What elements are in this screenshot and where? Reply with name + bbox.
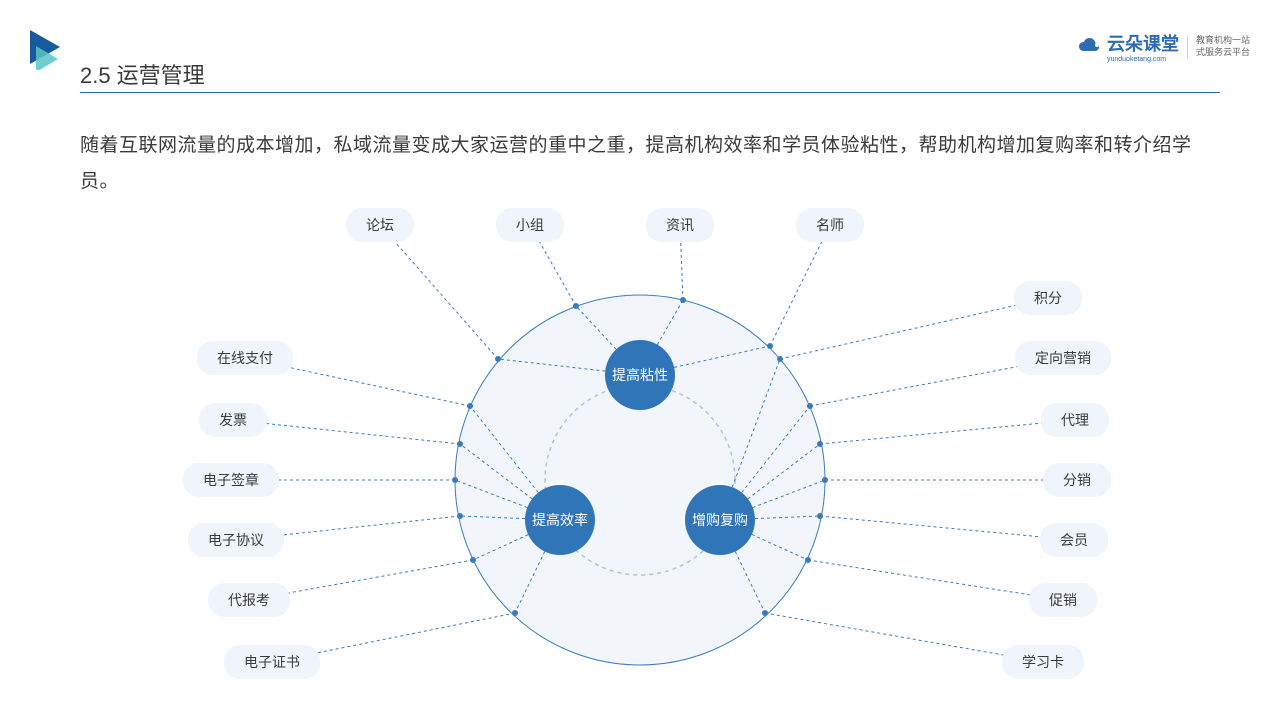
pill-news: 资讯 [646, 208, 714, 242]
pill-points: 积分 [1014, 281, 1082, 315]
logo-domain: yunduoketang.com [1107, 56, 1179, 63]
pill-forum: 论坛 [346, 208, 414, 242]
section-title-text: 运营管理 [117, 63, 205, 88]
pill-pay: 在线支付 [197, 341, 293, 375]
section-title: 2.5运营管理 [80, 58, 1220, 90]
pill-promo: 促销 [1029, 583, 1097, 617]
logo-text: 云朵课堂 [1107, 30, 1179, 56]
hub-sticky: 提高粘性 [605, 340, 675, 410]
corner-play-icon [30, 30, 66, 70]
pill-group: 小组 [496, 208, 564, 242]
logo-separator [1187, 36, 1188, 58]
pill-agent: 代理 [1041, 403, 1109, 437]
hub-repurchase: 增购复购 [685, 485, 755, 555]
pill-esign: 电子签章 [183, 463, 279, 497]
section-number: 2.5 [80, 63, 111, 88]
slide: 2.5运营管理 云朵课堂 yunduoketang.com 教育机构一站 式服务… [0, 0, 1280, 720]
pill-member: 会员 [1040, 523, 1108, 557]
cloud-icon [1077, 37, 1103, 57]
hub-eff: 提高效率 [525, 485, 595, 555]
pill-cert: 电子证书 [224, 645, 320, 679]
pill-invoice: 发票 [199, 403, 267, 437]
pill-eagree: 电子协议 [188, 523, 284, 557]
pill-exam: 代报考 [208, 583, 290, 617]
pill-target: 定向营销 [1015, 341, 1111, 375]
logo-tagline: 教育机构一站 式服务云平台 [1196, 35, 1250, 58]
title-rule [80, 92, 1220, 93]
brand-logo: 云朵课堂 yunduoketang.com 教育机构一站 式服务云平台 [1077, 30, 1250, 63]
description-text: 随着互联网流量的成本增加，私域流量变成大家运营的重中之重，提高机构效率和学员体验… [80, 128, 1210, 200]
pill-dist: 分销 [1043, 463, 1111, 497]
pill-teacher: 名师 [796, 208, 864, 242]
pill-card: 学习卡 [1002, 645, 1084, 679]
